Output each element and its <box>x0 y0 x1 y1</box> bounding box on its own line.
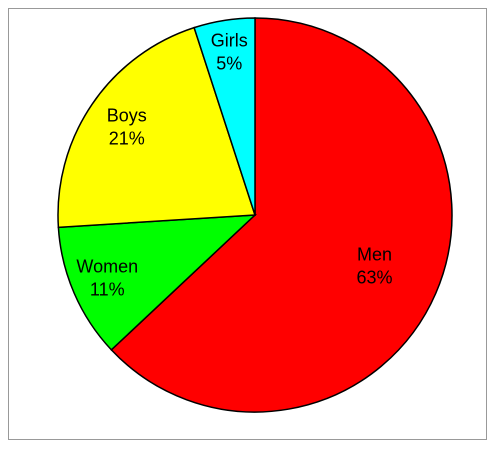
slice-label: Girls <box>211 30 248 50</box>
slice-label: Boys <box>107 106 147 126</box>
pie-slice <box>57 214 258 351</box>
slice-label: Women <box>76 257 138 277</box>
slice-value-label: 63% <box>356 267 392 287</box>
slice-value-label: 5% <box>216 53 242 73</box>
slice-value-label: 21% <box>109 129 145 149</box>
slice-label: Men <box>357 244 392 264</box>
pie-slice <box>57 26 257 229</box>
pie-slice <box>193 17 256 216</box>
slice-value-label: 11% <box>90 280 125 300</box>
pie-slice <box>110 17 453 413</box>
